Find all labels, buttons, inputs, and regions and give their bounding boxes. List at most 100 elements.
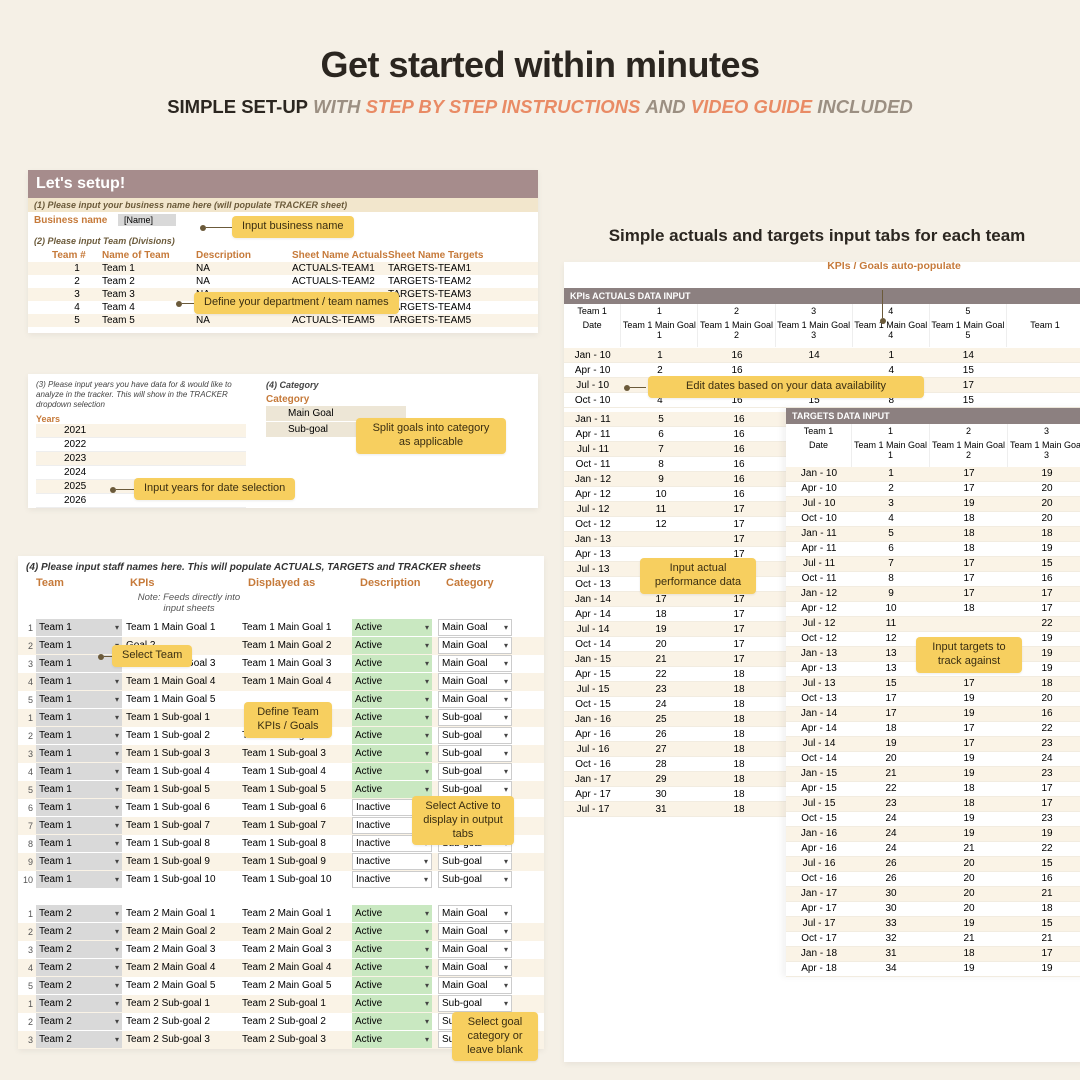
actuals-row[interactable]: Jan - 11516 [564,412,796,427]
status-dropdown[interactable]: Active▾ [352,673,432,690]
targets-row[interactable]: Jul - 16262015 [786,857,1080,872]
kpi-name-cell[interactable]: Team 2 Sub-goal 1 [122,998,240,1009]
actuals-row[interactable]: Jul - 173118 [564,802,796,817]
status-dropdown[interactable]: Inactive▾ [352,853,432,870]
targets-row[interactable]: Jan - 17302021 [786,887,1080,902]
team-dropdown[interactable]: Team 1▾ [36,835,122,852]
team-row[interactable]: 2Team 2NAACTUALS-TEAM2TARGETS-TEAM2 [28,275,538,288]
targets-row[interactable]: Jul - 1171715 [786,557,1080,572]
kpi-name-cell[interactable]: Team 2 Main Goal 3 [122,944,240,955]
targets-row[interactable]: Oct - 16262016 [786,872,1080,887]
status-dropdown[interactable]: Active▾ [352,959,432,976]
kpi-name-cell[interactable]: Team 1 Sub-goal 3 [122,748,240,759]
targets-row[interactable]: Oct - 17322121 [786,932,1080,947]
displayed-as-cell[interactable]: Team 1 Main Goal 2 [240,640,352,651]
team-dropdown[interactable]: Team 1▾ [36,745,122,762]
team-dropdown[interactable]: Team 1▾ [36,637,122,654]
status-dropdown[interactable]: Active▾ [352,691,432,708]
kpi-name-cell[interactable]: Team 2 Sub-goal 3 [122,1034,240,1045]
team-row[interactable]: 5Team 5NAACTUALS-TEAM5TARGETS-TEAM5 [28,314,538,327]
actuals-row[interactable]: Apr - 152218 [564,667,796,682]
kpi-name-cell[interactable]: Team 2 Main Goal 2 [122,926,240,937]
targets-row[interactable]: Jan - 15211923 [786,767,1080,782]
team-dropdown[interactable]: Team 1▾ [36,817,122,834]
actuals-row[interactable]: Oct - 121217 [564,517,796,532]
kpi-name-cell[interactable]: Team 1 Sub-goal 1 [122,712,240,723]
targets-row[interactable]: Oct - 14201924 [786,752,1080,767]
actuals-row[interactable]: Oct - 142017 [564,637,796,652]
kpi-name-cell[interactable]: Team 1 Sub-goal 10 [122,874,240,885]
kpi-name-cell[interactable]: Team 2 Main Goal 4 [122,962,240,973]
team-dropdown[interactable]: Team 2▾ [36,905,122,922]
targets-row[interactable]: Oct - 1041820 [786,512,1080,527]
targets-row[interactable]: Jul - 14191723 [786,737,1080,752]
team-dropdown[interactable]: Team 1▾ [36,727,122,744]
displayed-as-cell[interactable]: Team 2 Main Goal 4 [240,962,352,973]
status-dropdown[interactable]: Active▾ [352,727,432,744]
category-dropdown[interactable]: Sub-goal▾ [438,745,512,762]
targets-row[interactable]: Apr - 15221817 [786,782,1080,797]
team-dropdown[interactable]: Team 2▾ [36,941,122,958]
actuals-row[interactable]: Apr - 121016 [564,487,796,502]
kpi-name-cell[interactable]: Team 2 Sub-goal 2 [122,1016,240,1027]
kpi-name-cell[interactable]: Team 1 Sub-goal 6 [122,802,240,813]
targets-row[interactable]: Apr - 14181722 [786,722,1080,737]
targets-row[interactable]: Oct - 1181716 [786,572,1080,587]
targets-row[interactable]: Jan - 1011719 [786,467,1080,482]
team-dropdown[interactable]: Team 2▾ [36,923,122,940]
category-dropdown[interactable]: Main Goal▾ [438,941,512,958]
category-dropdown[interactable]: Main Goal▾ [438,637,512,654]
team-dropdown[interactable]: Team 1▾ [36,709,122,726]
actuals-row[interactable]: Jan - 12916 [564,472,796,487]
displayed-as-cell[interactable]: Team 2 Sub-goal 1 [240,998,352,1009]
targets-row[interactable]: Apr - 17302018 [786,902,1080,917]
status-dropdown[interactable]: Active▾ [352,709,432,726]
actuals-row[interactable]: Jan - 141717 [564,592,796,607]
targets-row[interactable]: Jan - 16241919 [786,827,1080,842]
displayed-as-cell[interactable]: Team 1 Sub-goal 10 [240,874,352,885]
displayed-as-cell[interactable]: Team 1 Sub-goal 8 [240,838,352,849]
category-dropdown[interactable]: Sub-goal▾ [438,709,512,726]
displayed-as-cell[interactable]: Team 1 Sub-goal 4 [240,766,352,777]
actuals-row[interactable]: Jan - 1011614114 [564,348,1080,363]
team-dropdown[interactable]: Team 1▾ [36,853,122,870]
actuals-row[interactable]: Jan - 1317 [564,532,796,547]
displayed-as-cell[interactable]: Team 1 Sub-goal 5 [240,784,352,795]
status-dropdown[interactable]: Active▾ [352,1031,432,1048]
actuals-row[interactable]: Jul - 121117 [564,502,796,517]
category-dropdown[interactable]: Main Goal▾ [438,923,512,940]
actuals-row[interactable]: Apr - 141817 [564,607,796,622]
actuals-row[interactable]: Apr - 11616 [564,427,796,442]
team-dropdown[interactable]: Team 2▾ [36,1013,122,1030]
targets-row[interactable]: Oct - 15241923 [786,812,1080,827]
actuals-row[interactable]: Jan - 152117 [564,652,796,667]
category-dropdown[interactable]: Main Goal▾ [438,673,512,690]
actuals-row[interactable]: Oct - 152418 [564,697,796,712]
targets-row[interactable]: Jan - 14171916 [786,707,1080,722]
displayed-as-cell[interactable]: Team 1 Sub-goal 3 [240,748,352,759]
actuals-row[interactable]: Oct - 11816 [564,457,796,472]
category-dropdown[interactable]: Sub-goal▾ [438,727,512,744]
category-dropdown[interactable]: Main Goal▾ [438,905,512,922]
kpi-name-cell[interactable]: Team 1 Sub-goal 4 [122,766,240,777]
kpi-name-cell[interactable]: Team 1 Main Goal 1 [122,622,240,633]
targets-row[interactable]: Jul - 1031920 [786,497,1080,512]
targets-row[interactable]: Jul - 15231817 [786,797,1080,812]
category-dropdown[interactable]: Main Goal▾ [438,619,512,636]
status-dropdown[interactable]: Active▾ [352,745,432,762]
displayed-as-cell[interactable]: Team 1 Main Goal 4 [240,676,352,687]
category-dropdown[interactable]: Main Goal▾ [438,959,512,976]
status-dropdown[interactable]: Active▾ [352,655,432,672]
actuals-row[interactable]: Jul - 11716 [564,442,796,457]
kpi-name-cell[interactable]: Team 1 Sub-goal 5 [122,784,240,795]
team-dropdown[interactable]: Team 1▾ [36,655,122,672]
status-dropdown[interactable]: Inactive▾ [352,871,432,888]
targets-row[interactable]: Apr - 1021720 [786,482,1080,497]
year-row[interactable]: 2021 [36,424,246,438]
category-dropdown[interactable]: Main Goal▾ [438,691,512,708]
year-row[interactable]: 2022 [36,438,246,452]
team-dropdown[interactable]: Team 2▾ [36,1031,122,1048]
kpi-name-cell[interactable]: Team 1 Main Goal 4 [122,676,240,687]
targets-row[interactable]: Jan - 1291717 [786,587,1080,602]
actuals-row[interactable]: Jan - 172918 [564,772,796,787]
